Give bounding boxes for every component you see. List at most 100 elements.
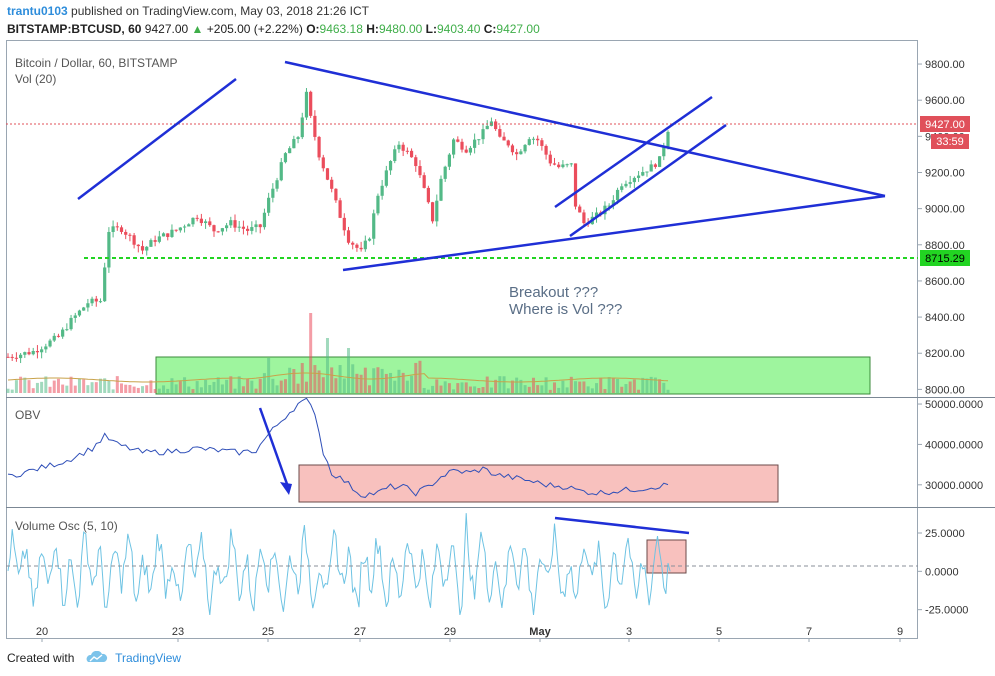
volume-bar xyxy=(317,370,321,393)
volume-bar xyxy=(40,381,44,393)
candlestick-series xyxy=(6,88,670,364)
volume-bar xyxy=(313,365,317,393)
time-axis-label: 9 xyxy=(897,626,903,638)
volume-bar xyxy=(439,385,443,393)
candle-body xyxy=(132,235,136,245)
candle-body xyxy=(338,200,342,218)
candle-body xyxy=(397,144,401,150)
vo-axis-label: 0.0000 xyxy=(925,566,959,578)
candle-body xyxy=(203,221,208,224)
candle-body xyxy=(35,350,40,353)
author-name[interactable]: trantu0103 xyxy=(7,4,68,18)
candle-body xyxy=(73,315,77,318)
candle-body xyxy=(607,205,611,207)
volume-bar xyxy=(82,379,86,393)
candle-body xyxy=(279,162,283,181)
candle-body xyxy=(485,125,489,130)
candle-body xyxy=(380,185,384,196)
candle-body xyxy=(119,227,124,232)
volume-bar xyxy=(334,378,338,393)
candle-body xyxy=(615,189,620,201)
candle-body xyxy=(14,357,19,359)
candle-body xyxy=(565,164,569,166)
candle-body xyxy=(498,129,502,137)
volume-bar xyxy=(368,385,372,393)
candle-body xyxy=(220,228,224,232)
volume-bar xyxy=(565,387,569,393)
price-pane-title: Bitcoin / Dollar, 60, BITSTAMP xyxy=(15,56,178,70)
candle-body xyxy=(317,136,321,158)
candle-body xyxy=(288,148,292,154)
candle-body xyxy=(313,115,317,137)
volume-bar xyxy=(431,385,435,393)
channel-lower-line xyxy=(569,123,727,238)
candle-body xyxy=(342,217,346,231)
candle-body xyxy=(107,231,111,268)
last-price-badge xyxy=(920,116,970,132)
candle-body xyxy=(149,240,153,247)
volume-bar xyxy=(557,387,561,393)
footer-brand-link[interactable]: TradingView xyxy=(115,651,182,665)
volume-bar xyxy=(473,386,477,393)
volume-bar xyxy=(443,381,447,393)
candle-body xyxy=(271,188,275,198)
annotation-where-vol: Where is Vol ??? xyxy=(509,301,622,318)
candle-body xyxy=(468,147,473,153)
candle-body xyxy=(27,352,31,355)
volume-bar xyxy=(355,373,359,393)
volume-bar xyxy=(494,379,498,393)
volume-bar xyxy=(611,378,615,393)
candle-body xyxy=(393,149,397,162)
volume-bar xyxy=(199,387,203,393)
candle-body xyxy=(292,139,296,149)
candle-body xyxy=(662,146,666,157)
candle-body xyxy=(178,227,182,231)
candle-body xyxy=(262,212,267,228)
candle-body xyxy=(325,168,330,180)
candle-body xyxy=(464,149,468,153)
candle-body xyxy=(531,138,536,140)
volume-bar xyxy=(552,382,556,393)
candle-body xyxy=(653,164,657,167)
volume-bar xyxy=(595,383,599,393)
candle-body xyxy=(502,136,506,141)
candle-body xyxy=(174,229,178,231)
candle-body xyxy=(414,157,418,167)
candle-body xyxy=(657,156,662,167)
volume-bar xyxy=(132,386,136,393)
volume-bar xyxy=(342,378,346,393)
price-change: +205.00 (+2.22%) xyxy=(206,22,303,36)
volume-bar xyxy=(271,378,275,393)
triangle-lower-line xyxy=(342,194,886,272)
vo-axis-label: -25.0000 xyxy=(925,605,968,617)
volume-bar xyxy=(582,381,586,393)
volume-bar xyxy=(641,377,645,393)
close-label: C: xyxy=(483,22,497,36)
candle-body xyxy=(19,354,23,359)
candle-body xyxy=(611,200,615,206)
obv-arrow-head xyxy=(280,482,292,495)
volume-bar xyxy=(658,379,662,393)
candle-body xyxy=(578,206,582,213)
candle-body xyxy=(56,335,61,337)
volume-bar xyxy=(653,377,657,393)
volume-bar xyxy=(292,369,296,393)
time-axis-label: 29 xyxy=(444,626,456,638)
volume-bar xyxy=(468,386,472,393)
volume-bar xyxy=(31,388,35,393)
volume-bar xyxy=(19,376,23,393)
volume-bar xyxy=(136,387,140,393)
candle-body xyxy=(170,229,174,237)
volume-bar xyxy=(153,389,157,393)
candle-body xyxy=(330,179,334,189)
candle-body xyxy=(645,171,649,173)
volume-bar xyxy=(309,313,313,393)
candle-body xyxy=(61,329,65,337)
volume-bar xyxy=(510,380,514,393)
volume-bar xyxy=(166,388,170,393)
candle-body xyxy=(536,138,540,141)
volume-bar xyxy=(23,377,27,393)
volume-bar xyxy=(380,368,384,393)
candle-body xyxy=(6,356,10,358)
